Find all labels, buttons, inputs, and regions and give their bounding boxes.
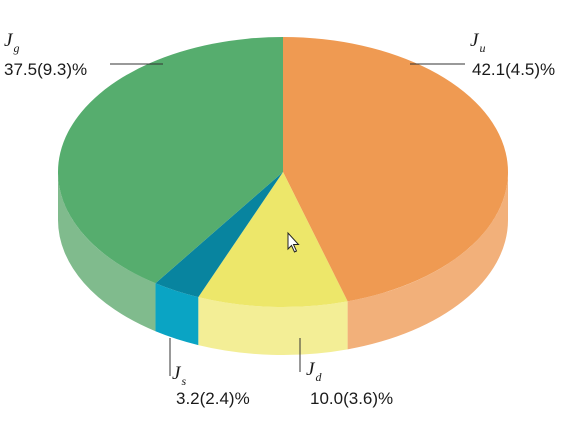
slice-subscript-g: g [13,41,19,55]
pie-side-d [198,297,348,355]
pie-side-u [347,172,509,350]
pie-slice-g [58,37,283,284]
slice-name-u: Ju [470,30,485,55]
pie-side-walls [58,172,509,355]
pie-top-faces [58,36,509,307]
slice-name-d: Jd [306,359,322,384]
pie-slice-d [198,172,348,307]
slice-subscript-d: d [315,370,322,384]
slice-name-s: Js [172,363,186,388]
pointer-arrow-icon [287,231,300,253]
slice-subscript-u: u [479,41,485,55]
pie-slice-u [283,36,509,302]
slice-name-g: Jg [4,30,19,55]
slice-subscript-s: s [181,374,186,388]
pie-side-g [58,172,156,332]
slice-labels: Ju 42.1(4.5)% Jd 10.0(3.6)% Js3.2(2.4)% Jg 37.… [4,30,555,408]
slice-value-label-u: 42.1(4.5)% [472,60,555,79]
slice-value-label-g: 37.5(9.3)% [4,60,87,79]
slice-value-label-s: 3.2(2.4)% [176,389,250,408]
pie-side-s [155,283,199,346]
slice-value-label-d: 10.0(3.6)% [310,389,393,408]
pie-slice-s [155,172,283,298]
